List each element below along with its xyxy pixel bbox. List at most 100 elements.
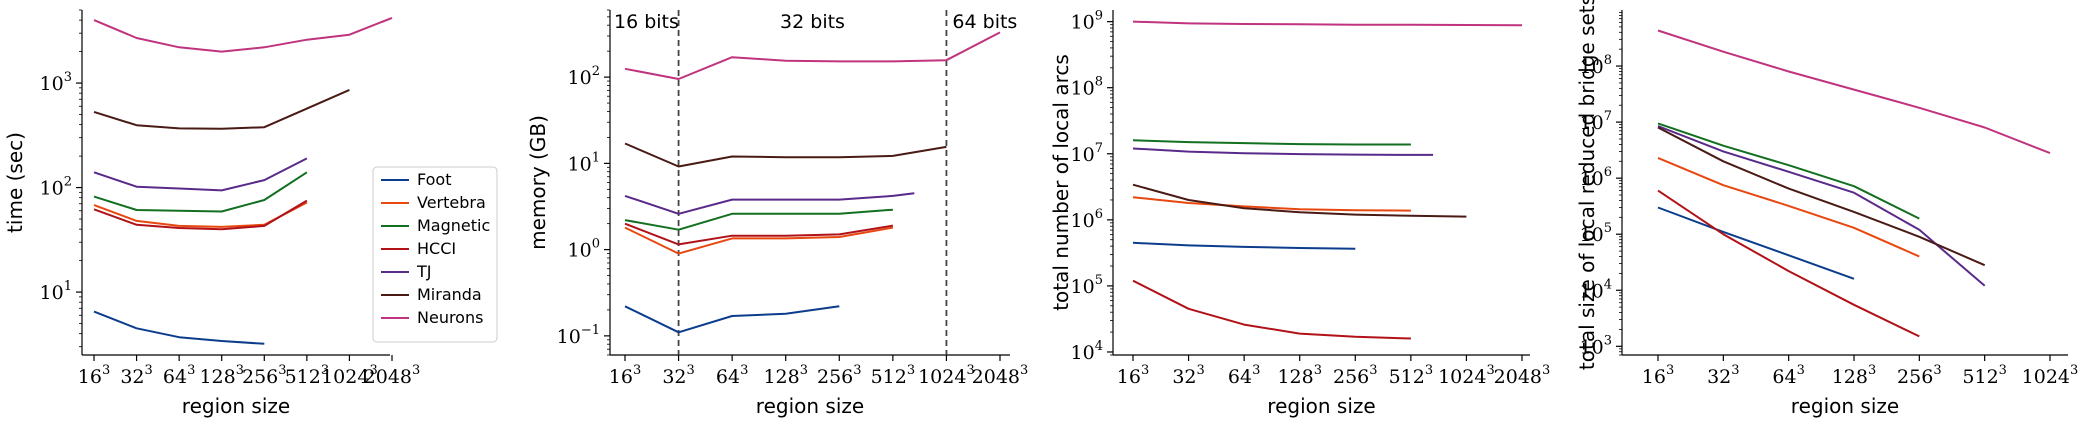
series-line-vertebra: [1657, 156, 1920, 258]
x-tick-exponent: 3: [1797, 363, 1805, 378]
x-tick-exponent: 3: [1666, 363, 1674, 378]
y-tick-exponent: 4: [1604, 277, 1612, 292]
series-line-miranda: [1132, 183, 1467, 218]
x-tick-label: 1283: [199, 363, 244, 388]
y-tick-exponent: 5: [1095, 273, 1103, 288]
x-tick-label: 2563: [1897, 363, 1942, 388]
y-tick-base: 10: [568, 67, 592, 89]
series-line-foot: [1657, 206, 1855, 280]
x-tick-base: 1024: [1438, 366, 1486, 388]
x-tick-exponent: 3: [1542, 363, 1550, 378]
x-tick-base: 256: [242, 366, 278, 388]
x-tick-label: 323: [1707, 363, 1739, 388]
series-line-tj: [93, 157, 308, 192]
x-tick-exponent: 3: [1369, 363, 1377, 378]
x-tick-base: 512: [871, 366, 907, 388]
x-tick-base: 32: [662, 366, 686, 388]
y-tick-exponent: 3: [64, 70, 72, 85]
series-line-neurons: [624, 31, 1001, 80]
y-tick-base: 10: [1071, 342, 1095, 364]
x-tick-base: 1024: [321, 366, 369, 388]
series-line-magnetic: [1132, 139, 1411, 146]
x-tick-label: 5123: [1389, 363, 1434, 388]
x-tick-label: 643: [1772, 363, 1804, 388]
x-tick-label: 2563: [242, 363, 287, 388]
series-line-hcci: [1132, 279, 1411, 340]
y-tick-label: 104: [1071, 339, 1103, 364]
series-line-tj: [624, 192, 915, 215]
x-tick-base: 256: [1333, 366, 1369, 388]
y-tick-base: 10: [1580, 280, 1604, 302]
x-tick-exponent: 3: [1933, 363, 1941, 378]
y-tick-base: 10: [1580, 224, 1604, 246]
x-tick-exponent: 3: [145, 363, 153, 378]
x-axis-label: region size: [182, 394, 290, 418]
series-line-magnetic: [93, 171, 308, 213]
x-tick-exponent: 3: [278, 363, 286, 378]
y-tick-exponent: 0: [592, 237, 600, 252]
x-tick-exponent: 3: [1425, 363, 1433, 378]
y-tick-base: 10: [1071, 210, 1095, 232]
x-axis-label: region size: [1791, 394, 1899, 418]
annotation-64-bits: 64 bits: [952, 11, 1017, 33]
y-tick-label: 109: [1071, 9, 1103, 34]
x-tick-label: 2563: [817, 363, 862, 388]
x-tick-base: 2048: [1494, 366, 1542, 388]
x-tick-base: 512: [1389, 366, 1425, 388]
x-tick-base: 32: [1172, 366, 1196, 388]
x-tick-base: 1024: [2022, 366, 2070, 388]
legend-label-magnetic: Magnetic: [417, 216, 490, 235]
series-line-miranda: [93, 88, 350, 130]
y-axis-label: memory (GB): [526, 115, 550, 250]
x-tick-exponent: 3: [853, 363, 861, 378]
x-tick-base: 16: [1117, 366, 1141, 388]
y-tick-exponent: 7: [1095, 141, 1103, 156]
x-tick-exponent: 3: [1020, 363, 1028, 378]
y-tick-label: 104: [1580, 277, 1612, 302]
legend-label-tj: TJ: [416, 262, 432, 281]
x-axis-label: region size: [756, 394, 864, 418]
x-tick-exponent: 3: [1868, 363, 1876, 378]
y-tick-base: 10: [557, 326, 581, 348]
x-tick-exponent: 3: [687, 363, 695, 378]
x-tick-label: 323: [1172, 363, 1204, 388]
x-tick-label: 643: [163, 363, 195, 388]
y-tick-exponent: 8: [1604, 53, 1612, 68]
y-tick-label: 101: [40, 279, 72, 304]
y-tick-base: 10: [1071, 276, 1095, 298]
series-line-tj: [1132, 147, 1434, 156]
x-tick-exponent: 3: [800, 363, 808, 378]
legend-label-foot: Foot: [417, 170, 451, 189]
x-tick-base: 32: [1707, 366, 1731, 388]
y-tick-exponent: 2: [592, 64, 600, 79]
y-tick-label: 107: [1071, 141, 1103, 166]
y-tick-label: 103: [40, 70, 72, 95]
y-tick-exponent: 2: [64, 175, 72, 190]
y-tick-label: 106: [1071, 207, 1103, 232]
y-tick-exponent: 3: [1604, 333, 1612, 348]
legend-label-neurons: Neurons: [417, 308, 483, 327]
y-tick-label: 106: [1580, 165, 1612, 190]
x-tick-label: 5123: [285, 363, 330, 388]
x-tick-label: 323: [662, 363, 694, 388]
x-tick-base: 64: [1772, 366, 1796, 388]
y-axis-label: time (sec): [3, 132, 27, 233]
y-tick-base: 10: [40, 73, 64, 95]
y-tick-exponent: 8: [1095, 75, 1103, 90]
legend-label-vertebra: Vertebra: [417, 193, 486, 212]
y-tick-exponent: −1: [581, 323, 600, 338]
x-tick-base: 128: [1832, 366, 1868, 388]
series-line-miranda: [1657, 126, 1986, 267]
x-tick-label: 1283: [1277, 363, 1322, 388]
y-tick-label: 102: [40, 175, 72, 200]
y-tick-base: 10: [1071, 78, 1095, 100]
y-tick-exponent: 5: [1604, 221, 1612, 236]
y-tick-exponent: 1: [592, 150, 600, 165]
y-tick-base: 10: [568, 240, 592, 262]
x-tick-exponent: 3: [369, 363, 377, 378]
y-tick-base: 10: [1071, 12, 1095, 34]
legend-label-hcci: HCCI: [417, 239, 456, 258]
